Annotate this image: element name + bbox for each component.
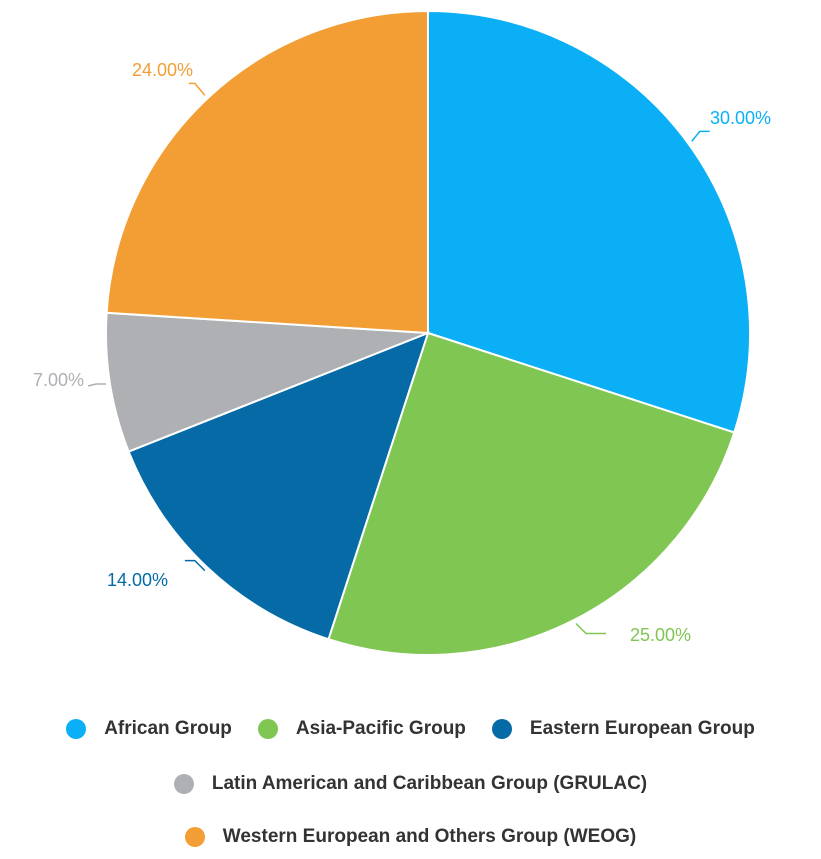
legend-label: Latin American and Caribbean Group (GRUL…: [211, 773, 648, 794]
legend-item-african-group[interactable]: African Group: [66, 718, 232, 740]
data-label-western-european-and-others-group-weog: 24.00%: [132, 60, 193, 80]
pie-slice-asia-pacific-group[interactable]: [327, 331, 736, 656]
legend-swatch-grulac: [173, 774, 194, 794]
legend-label: Western European and Others Group (WEOG): [222, 826, 637, 847]
pie-chart: 30.00% 25.00% 14.00% 7.00% 24.00%: [33, 9, 771, 656]
pie-slice-latin-american-and-caribbean-group-grulac[interactable]: [105, 311, 429, 453]
data-label-latin-american-and-caribbean-group-grulac: 7.00%: [33, 370, 84, 390]
legend-item-grulac[interactable]: Latin American and Caribbean Group (GRUL…: [173, 773, 648, 795]
legend-item-asia-pacific-group[interactable]: Asia-Pacific Group: [257, 718, 466, 740]
legend-row-1: African Group Asia-Pacific Group Eastern…: [0, 718, 821, 740]
leader-line-asia-pacific-group: [575, 622, 607, 635]
legend-swatch-weog: [184, 827, 205, 847]
legend-row-2: Latin American and Caribbean Group (GRUL…: [0, 773, 821, 795]
legend-swatch-asia-pacific-group: [257, 719, 278, 739]
pie-slice-african-group[interactable]: [427, 9, 751, 434]
leader-line-eastern-european-group: [184, 559, 206, 572]
data-label-asia-pacific-group: 25.00%: [630, 625, 691, 645]
legend-label: African Group: [104, 718, 232, 739]
legend-row-3: Western European and Others Group (WEOG): [0, 826, 821, 848]
leader-line-african-group: [691, 130, 710, 142]
leader-line-western-european-and-others-group-weog: [188, 82, 206, 96]
legend-item-weog[interactable]: Western European and Others Group (WEOG): [184, 826, 637, 848]
legend-item-eastern-european-group[interactable]: Eastern European Group: [491, 718, 755, 740]
data-label-african-group: 30.00%: [710, 108, 771, 128]
legend-swatch-eastern-european-group: [491, 719, 512, 739]
data-label-eastern-european-group: 14.00%: [107, 570, 168, 590]
legend-label: Eastern European Group: [529, 718, 755, 739]
legend-swatch-african-group: [66, 719, 87, 739]
leader-line-latin-american-and-caribbean-group-grulac: [87, 383, 107, 387]
legend-label: Asia-Pacific Group: [295, 718, 466, 739]
pie-slice-western-european-and-others-group-weog[interactable]: [105, 9, 429, 335]
pie-slice-eastern-european-group[interactable]: [127, 331, 430, 641]
